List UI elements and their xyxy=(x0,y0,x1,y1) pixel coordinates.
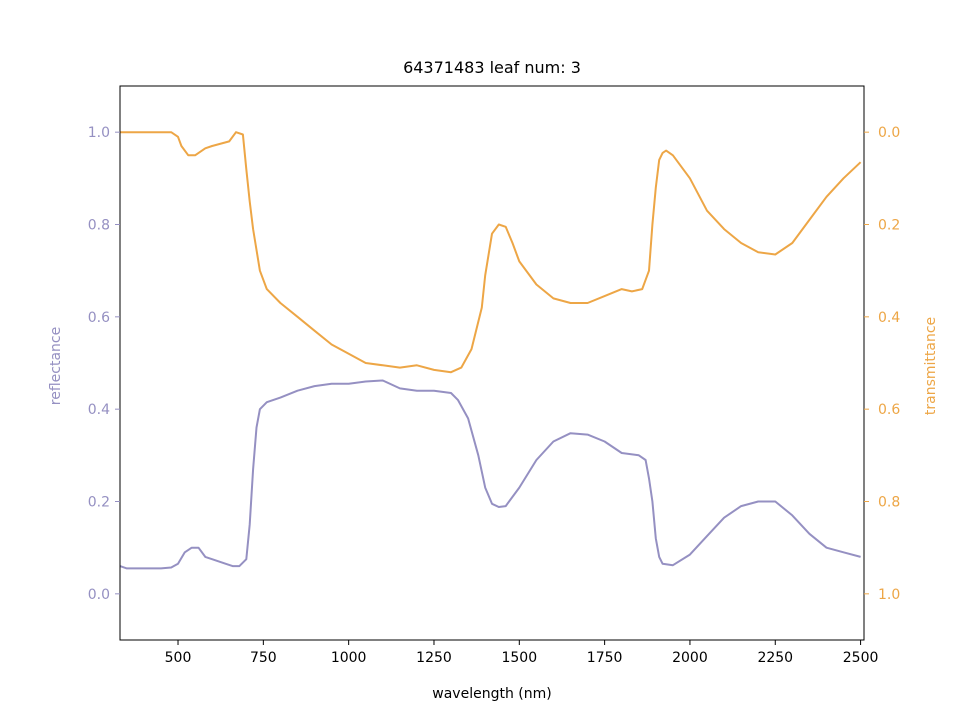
right-y-tick-label: 0.6 xyxy=(878,402,900,418)
x-tick-label: 1500 xyxy=(501,650,537,666)
x-tick-label: 750 xyxy=(250,650,277,666)
chart-title: 64371483 leaf num: 3 xyxy=(403,58,581,77)
left-y-tick-label: 0.0 xyxy=(88,587,110,603)
right-y-tick-label: 0.0 xyxy=(878,125,900,141)
right-y-tick-label: 0.2 xyxy=(878,218,900,234)
x-tick-label: 2000 xyxy=(672,650,708,666)
right-y-axis: 0.0 0.2 0.4 0.6 0.8 1.0 xyxy=(864,125,900,603)
x-axis-label: wavelength (nm) xyxy=(432,686,551,702)
right-y-tick-label: 0.4 xyxy=(878,310,900,326)
x-tick-label: 2500 xyxy=(843,650,879,666)
plot-area xyxy=(119,131,862,570)
x-tick-label: 2250 xyxy=(757,650,793,666)
left-y-tick-label: 0.6 xyxy=(88,310,110,326)
left-y-axis-label: reflectance xyxy=(48,327,64,405)
transmittance-line xyxy=(120,131,862,374)
right-y-tick-label: 0.8 xyxy=(878,495,900,511)
x-tick-label: 1000 xyxy=(331,650,367,666)
x-tick-label: 1750 xyxy=(587,650,623,666)
plot-frame xyxy=(119,85,865,641)
x-tick-label: 1250 xyxy=(416,650,452,666)
right-y-tick-label: 1.0 xyxy=(878,587,900,603)
x-axis: 500 750 1000 1250 1500 1750 2000 2250 2500 xyxy=(165,640,879,666)
x-tick-label: 500 xyxy=(165,650,192,666)
left-y-axis: 0.0 0.2 0.4 0.6 0.8 1.0 xyxy=(88,125,120,603)
right-y-axis-label: transmittance xyxy=(923,317,939,415)
left-y-tick-label: 0.8 xyxy=(88,218,110,234)
left-y-tick-label: 0.2 xyxy=(88,495,110,511)
left-y-tick-label: 0.4 xyxy=(88,402,110,418)
reflectance-line xyxy=(119,379,861,570)
left-y-tick-label: 1.0 xyxy=(88,125,110,141)
